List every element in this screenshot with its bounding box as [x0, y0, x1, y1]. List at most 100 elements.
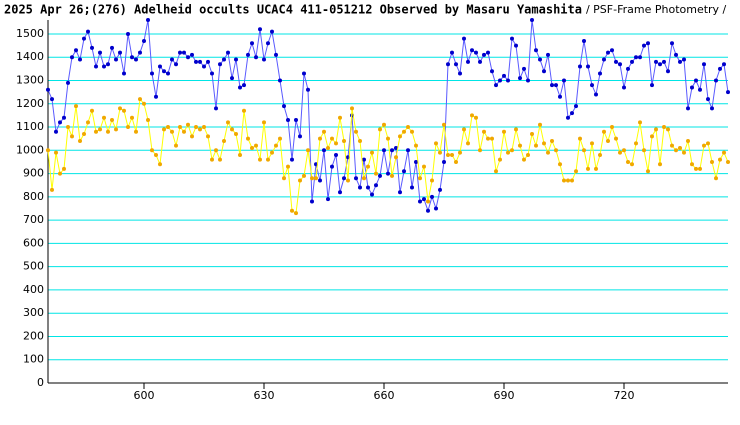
- data-point: [94, 129, 98, 134]
- data-point: [146, 118, 150, 123]
- data-point: [686, 139, 690, 143]
- data-point: [118, 50, 122, 55]
- data-point: [246, 52, 250, 57]
- data-point: [330, 136, 334, 141]
- x-tick-label: 720: [614, 389, 635, 402]
- data-point: [230, 76, 234, 81]
- data-point: [430, 178, 434, 183]
- data-point: [282, 176, 286, 181]
- data-point: [118, 106, 122, 111]
- data-point: [370, 192, 374, 197]
- data-point: [206, 59, 210, 64]
- data-point: [326, 145, 330, 150]
- data-point: [518, 76, 522, 81]
- data-point: [50, 187, 54, 192]
- data-point: [674, 148, 678, 153]
- data-point: [586, 166, 590, 171]
- data-point: [294, 211, 298, 216]
- data-point: [266, 41, 270, 46]
- data-point: [86, 120, 90, 125]
- data-point: [490, 69, 494, 74]
- data-point: [258, 27, 262, 32]
- data-point: [498, 78, 502, 83]
- data-point: [678, 59, 682, 64]
- data-point: [262, 57, 266, 62]
- data-point: [718, 66, 722, 71]
- data-point: [462, 36, 466, 41]
- data-point: [266, 157, 270, 162]
- data-point: [474, 115, 478, 120]
- data-point: [434, 141, 438, 146]
- data-point: [474, 50, 478, 55]
- data-point: [398, 190, 402, 195]
- data-point: [342, 139, 346, 143]
- data-point: [234, 57, 238, 62]
- data-point: [410, 185, 414, 190]
- data-point: [338, 190, 342, 195]
- y-tick-label: 1400: [16, 50, 44, 63]
- data-point: [250, 41, 254, 46]
- data-point: [182, 50, 186, 55]
- data-point: [366, 164, 370, 169]
- data-point: [126, 31, 130, 36]
- data-point: [270, 150, 274, 155]
- data-point: [318, 178, 322, 183]
- data-point: [390, 148, 394, 153]
- data-point: [702, 62, 706, 67]
- data-point: [354, 176, 358, 181]
- data-point: [422, 164, 426, 169]
- data-point: [710, 106, 714, 111]
- data-point: [114, 57, 118, 62]
- data-point: [206, 134, 210, 139]
- data-point: [654, 59, 658, 64]
- data-point: [298, 134, 302, 139]
- data-point: [670, 143, 674, 148]
- data-point: [494, 83, 498, 88]
- data-point: [270, 29, 274, 34]
- data-point: [222, 139, 226, 143]
- data-point: [154, 94, 158, 99]
- data-point: [642, 43, 646, 48]
- data-point: [526, 78, 530, 83]
- data-point: [610, 48, 614, 53]
- data-point: [414, 159, 418, 164]
- data-point: [410, 129, 414, 134]
- data-point: [458, 150, 462, 155]
- data-point: [682, 150, 686, 155]
- data-point: [194, 125, 198, 130]
- data-point: [150, 71, 154, 76]
- data-point: [158, 64, 162, 69]
- data-point: [522, 157, 526, 162]
- y-tick-label: 100: [23, 353, 44, 366]
- data-point: [490, 136, 494, 141]
- data-point: [482, 52, 486, 57]
- data-point: [662, 125, 666, 130]
- data-point: [562, 78, 566, 83]
- data-point: [418, 199, 422, 204]
- data-point: [362, 176, 366, 181]
- data-point: [602, 129, 606, 134]
- data-point: [450, 152, 454, 157]
- data-point: [702, 143, 706, 148]
- chart-subtitle: / PSF-Frame Photometry /: [586, 3, 727, 16]
- data-point: [630, 59, 634, 64]
- data-point: [534, 48, 538, 53]
- data-point: [286, 118, 290, 123]
- data-point: [622, 85, 626, 90]
- data-point: [54, 129, 58, 134]
- data-point: [302, 173, 306, 178]
- data-point: [210, 71, 214, 76]
- data-point: [478, 59, 482, 64]
- series-line: [47, 97, 729, 214]
- data-point: [174, 62, 178, 67]
- data-point: [86, 29, 90, 34]
- data-point: [622, 148, 626, 153]
- data-point: [722, 62, 726, 67]
- data-point: [142, 38, 146, 43]
- data-point: [278, 78, 282, 83]
- data-point: [294, 118, 298, 123]
- data-point: [318, 136, 322, 141]
- data-point: [466, 141, 470, 146]
- data-point: [242, 108, 246, 113]
